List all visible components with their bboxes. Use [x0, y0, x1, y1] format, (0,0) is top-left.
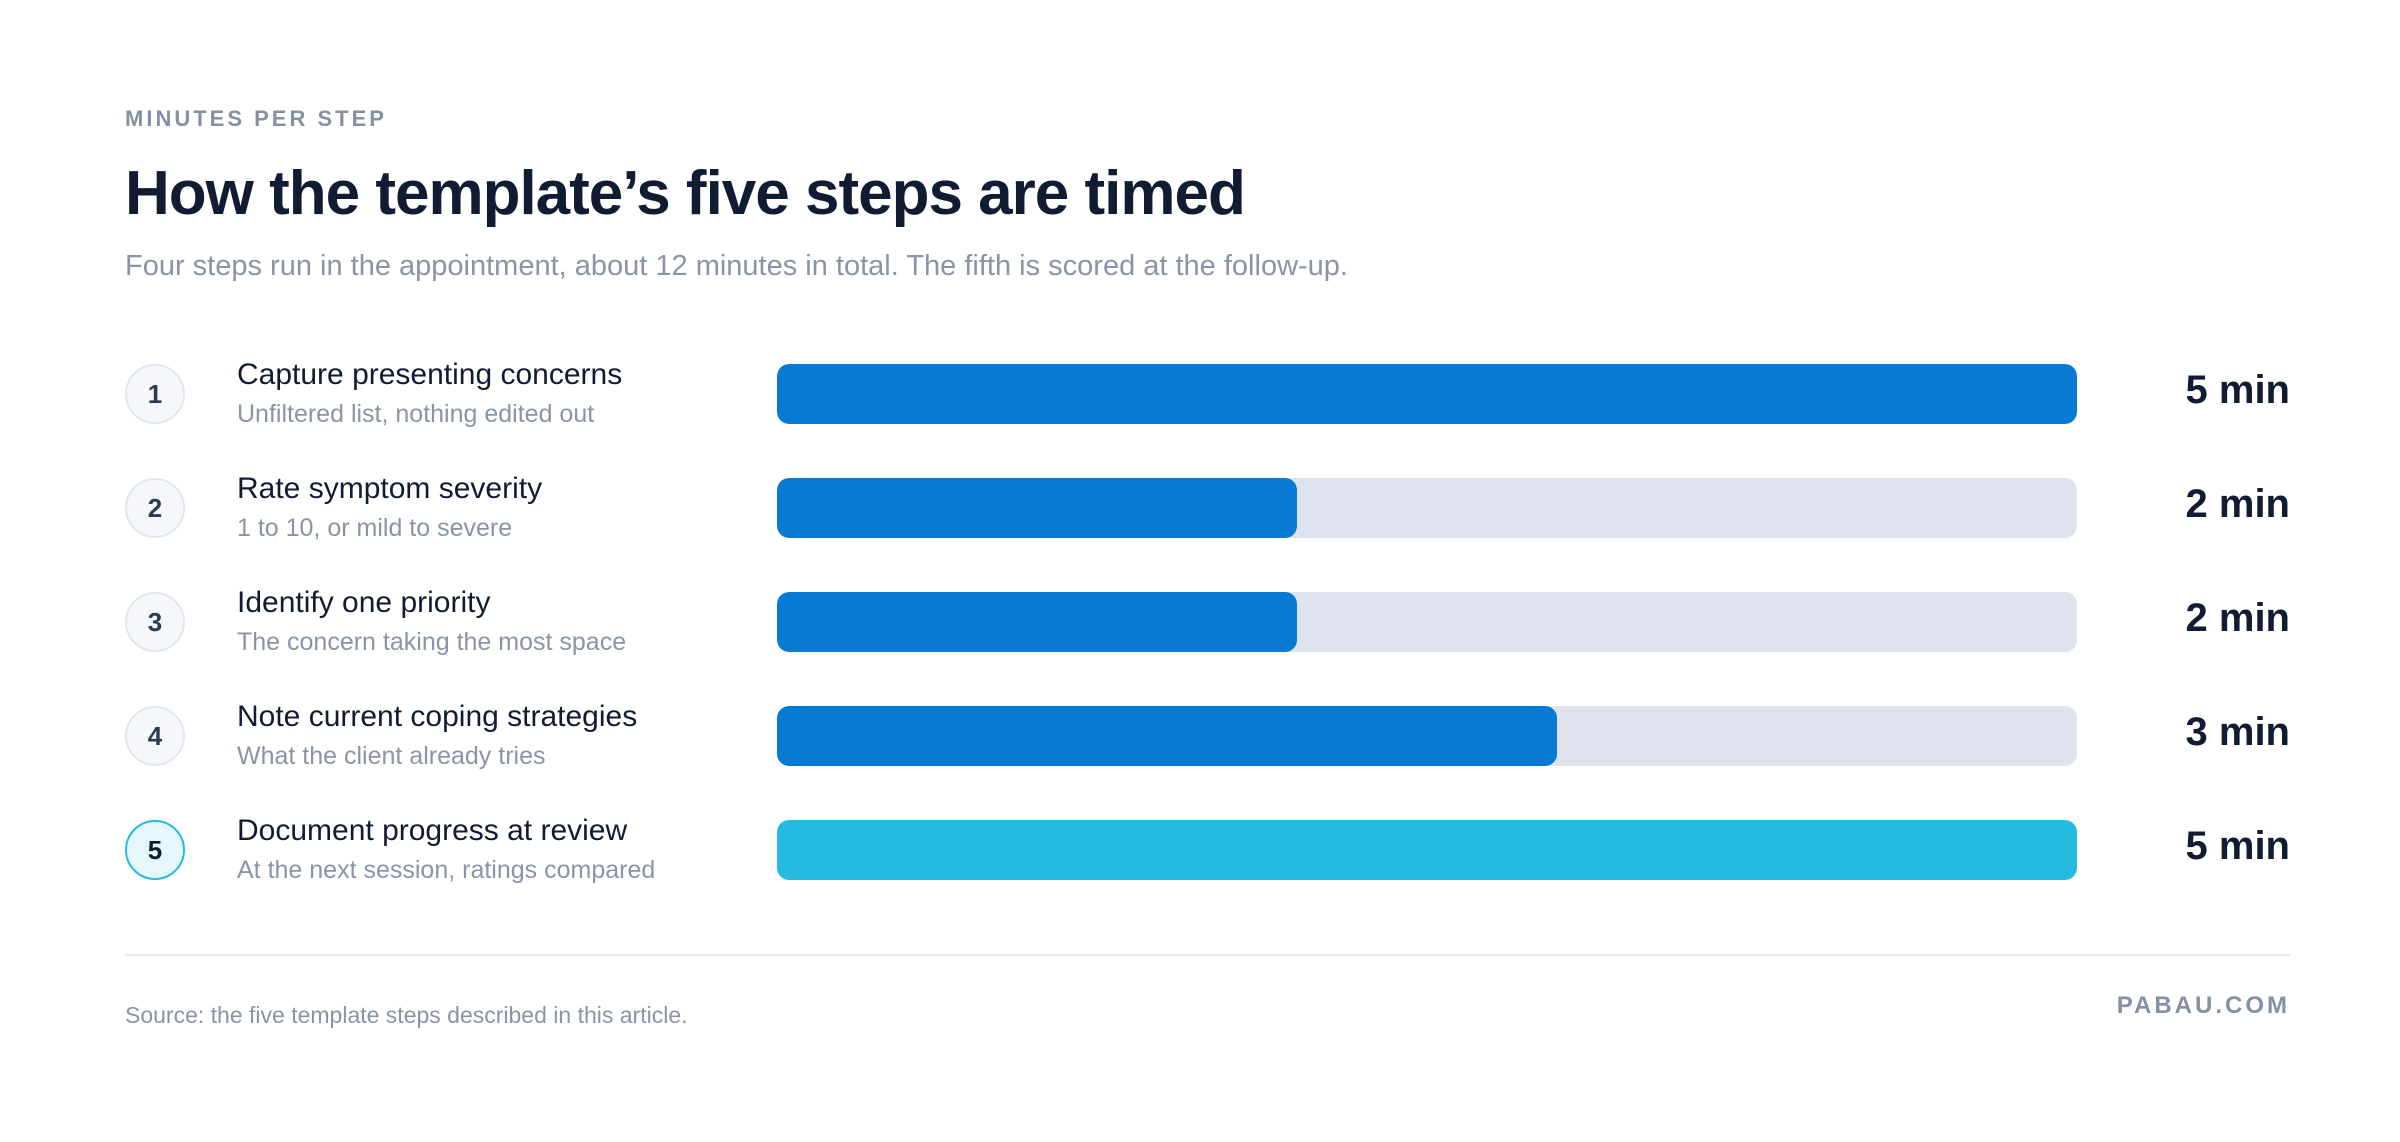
bar-rows: 1 Capture presenting concerns Unfiltered l… [125, 358, 2290, 928]
category-label: Document progress at review [237, 814, 628, 847]
data-label: 5 min [2185, 824, 2290, 868]
data-label: 5 min [2185, 368, 2290, 412]
footer-divider [125, 954, 2290, 956]
chart-eyebrow: MINUTES PER STEP [125, 106, 387, 131]
step-number-badge: 2 [125, 478, 185, 538]
step-row: 1 Capture presenting concerns Unfiltered l… [125, 358, 2290, 472]
bar-track [777, 592, 2077, 652]
step-number-badge: 3 [125, 592, 185, 652]
step-number-badge: 4 [125, 706, 185, 766]
category-description: Unfiltered list, nothing edited out [237, 400, 595, 428]
step-number-badge: 1 [125, 364, 185, 424]
category-description: The concern taking the most space [237, 628, 627, 656]
brand-logo-text: PABAU.COM [2116, 992, 2290, 1019]
bar [777, 592, 1297, 652]
step-row: 3 Identify one priority The concern taking… [125, 586, 2290, 700]
step-number-badge: 5 [125, 820, 185, 880]
bar [777, 364, 2077, 424]
data-label: 2 min [2185, 482, 2290, 526]
chart-subtitle: Four steps run in the appointment, about… [125, 250, 1348, 282]
bar-track [777, 706, 2077, 766]
chart-card: MINUTES PER STEP How the template’s five… [125, 0, 2290, 1142]
category-label: Note current coping strategies [237, 700, 638, 733]
bar-track [777, 820, 2077, 880]
data-label: 3 min [2185, 710, 2290, 754]
category-description: At the next session, ratings compared [237, 856, 656, 884]
bar-track [777, 364, 2077, 424]
category-description: What the client already tries [237, 742, 546, 770]
bar [777, 706, 1557, 766]
bar-track [777, 478, 2077, 538]
category-label: Rate symptom severity [237, 472, 543, 505]
data-label: 2 min [2185, 596, 2290, 640]
source-note: Source: the five template steps describe… [125, 1002, 688, 1028]
bar [777, 820, 2077, 880]
step-row: 4 Note current coping strategies What the … [125, 700, 2290, 814]
category-description: 1 to 10, or mild to severe [237, 514, 513, 542]
chart-title: How the template’s five steps are timed [125, 159, 1246, 228]
step-row: 2 Rate symptom severity 1 to 10, or mild t… [125, 472, 2290, 586]
category-label: Identify one priority [237, 586, 491, 619]
step-row: 5 Document progress at review At the next … [125, 814, 2290, 928]
category-label: Capture presenting concerns [237, 358, 623, 391]
bar [777, 478, 1297, 538]
